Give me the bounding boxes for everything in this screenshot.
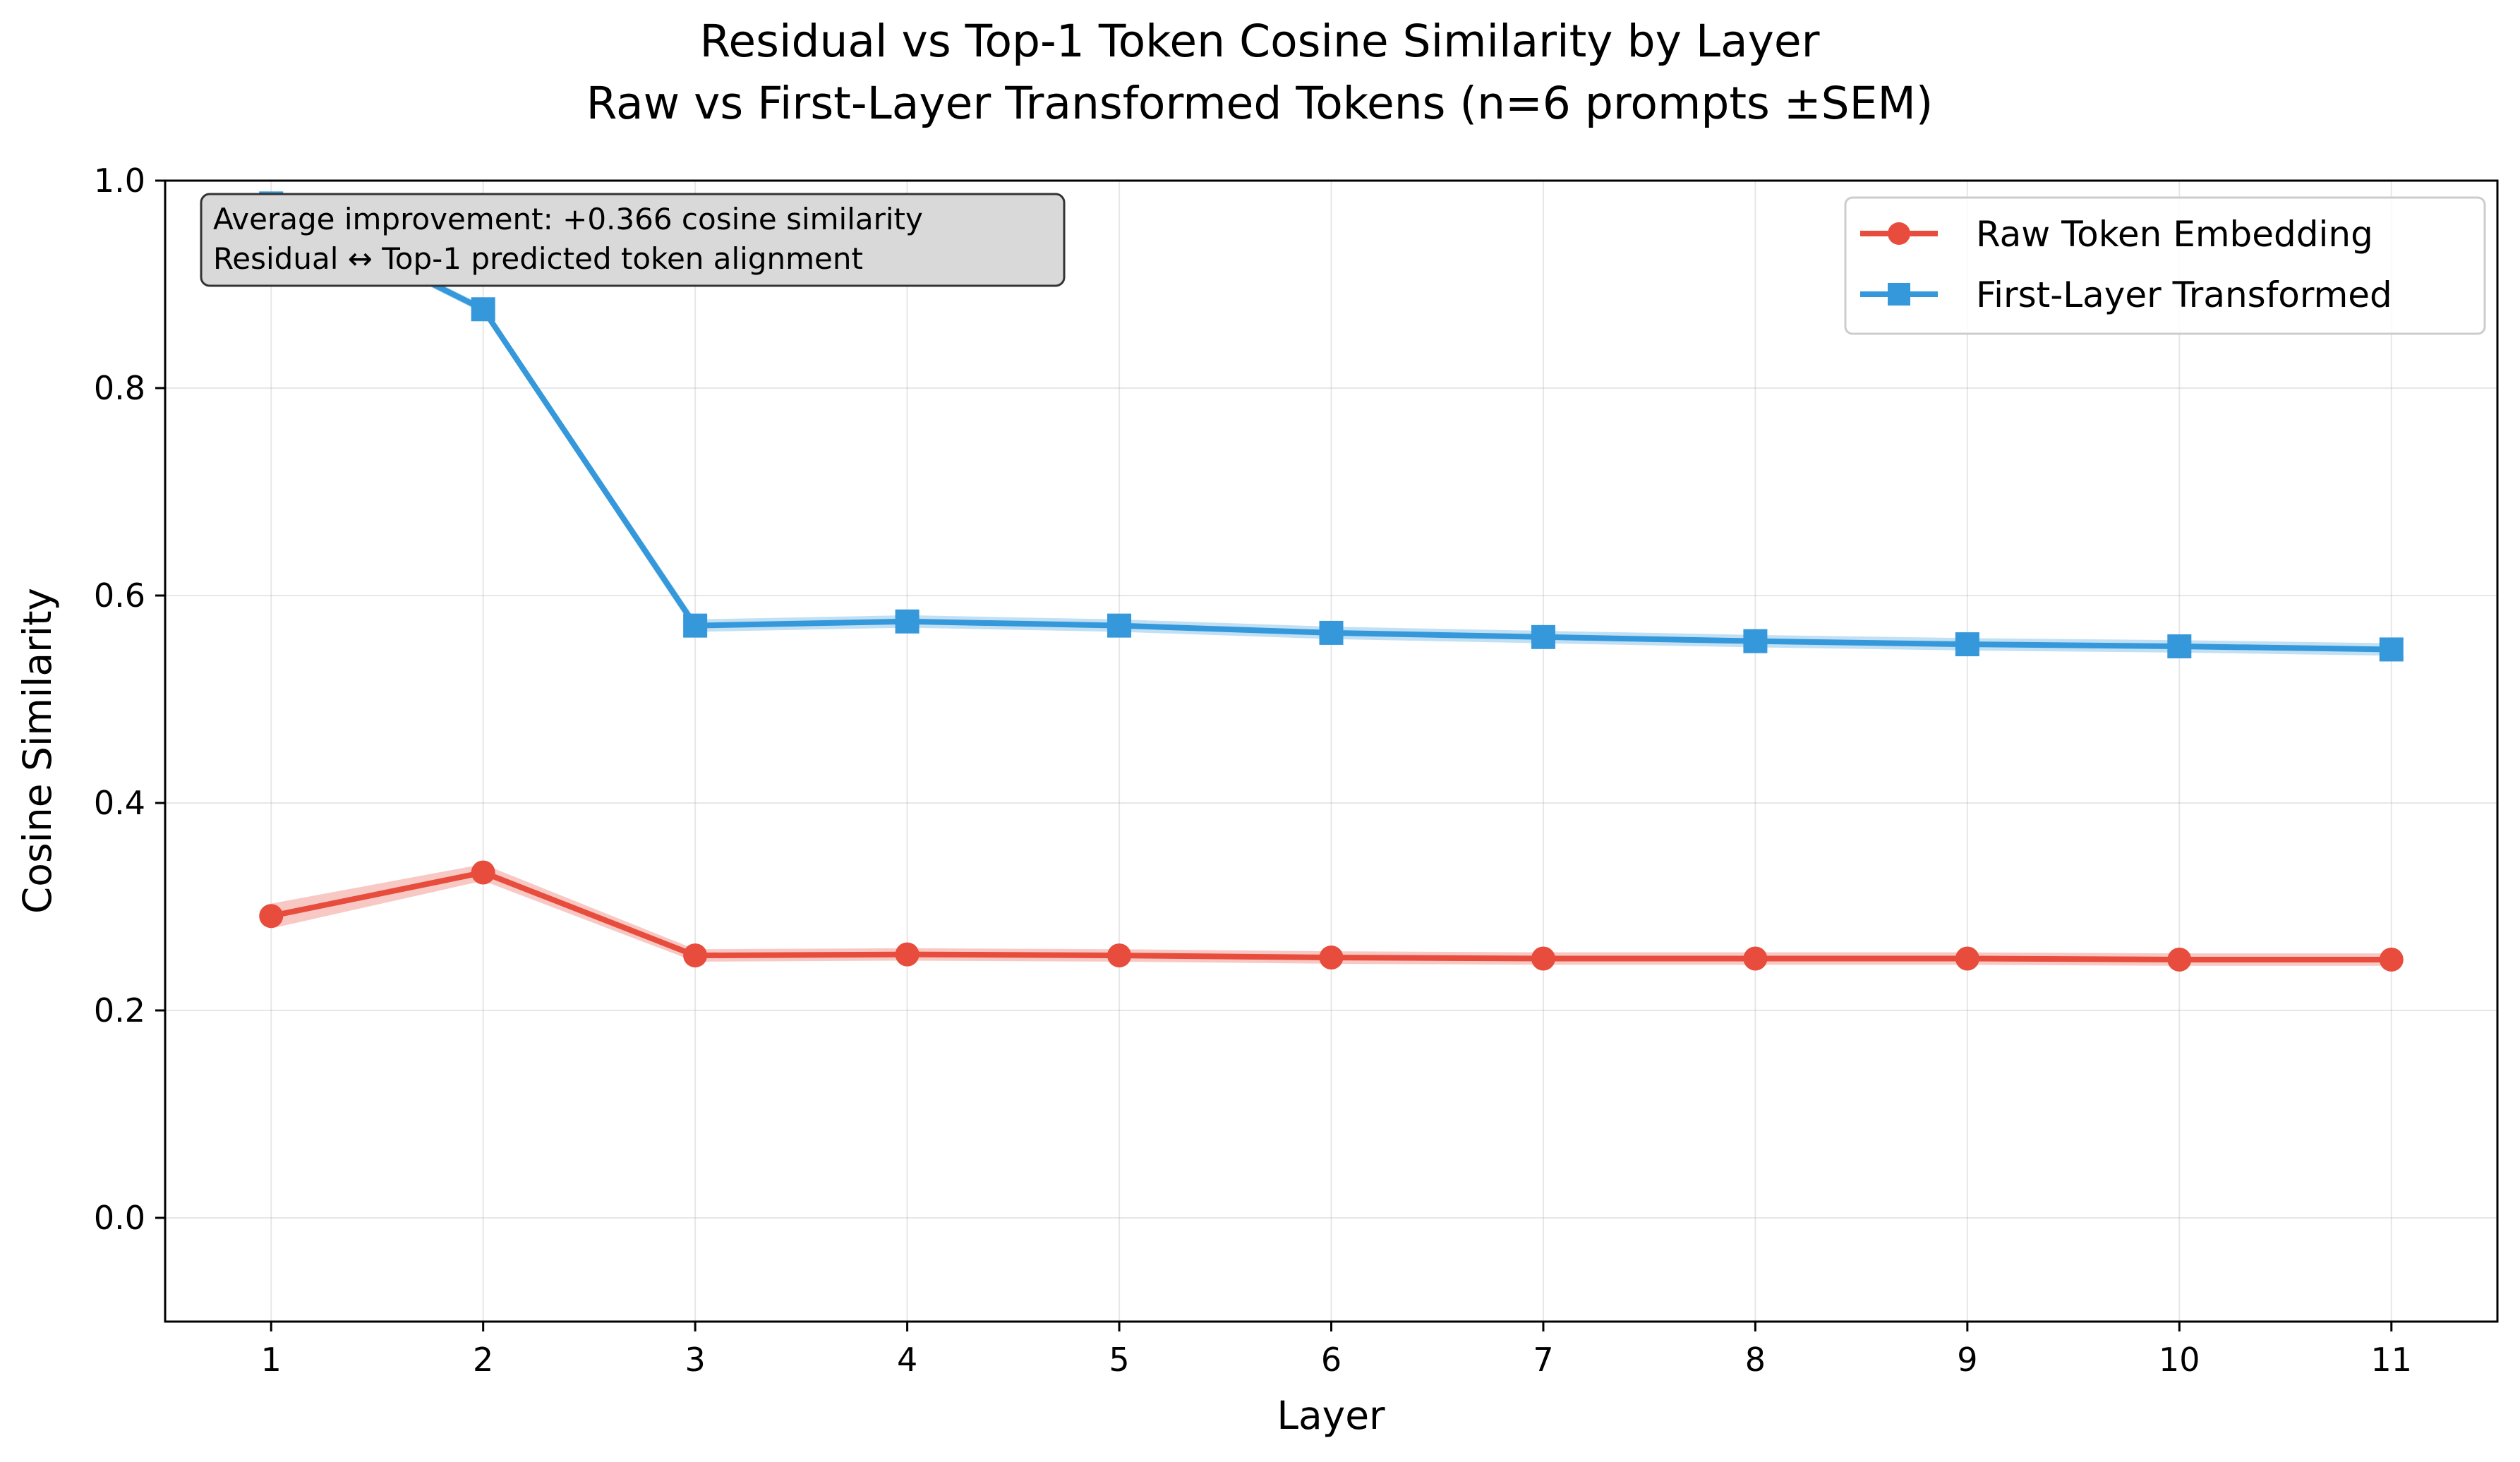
x-axis-label: Layer [1277,1393,1385,1438]
raw-token-embedding-point [895,942,920,967]
grid-lines [165,180,2497,1322]
x-tick-label: 9 [1957,1341,1977,1379]
x-tick-label: 10 [2159,1341,2200,1379]
legend-marker-transformed [1888,283,1910,306]
y-tick-label: 0.0 [94,1199,145,1237]
series-markers [259,191,2404,972]
raw-token-embedding-point [1531,946,1555,971]
x-tick-label: 3 [685,1341,705,1379]
legend-label-raw: Raw Token Embedding [1976,214,2373,255]
first-layer-transformed-point [895,609,920,634]
x-axis-ticks: 1 2 3 4 5 6 7 8 9 10 11 [261,1322,2412,1379]
x-tick-label: 2 [473,1341,493,1379]
raw-token-embedding-point [259,904,284,929]
y-axis-ticks: 0.0 0.2 0.4 0.6 0.8 1.0 [94,162,165,1237]
legend-marker-raw [1888,222,1910,245]
legend-frame [1844,196,2486,335]
first-layer-transformed-point [1955,632,1979,657]
raw-token-embedding-point [2167,947,2192,972]
x-tick-label: 1 [261,1341,282,1379]
raw-token-embedding-point [1743,946,1768,971]
first-layer-transformed-point [1743,629,1768,653]
raw-token-embedding-point [1319,946,1344,970]
x-tick-label: 5 [1109,1341,1129,1379]
first-layer-transformed-point [2379,637,2404,662]
first-layer-transformed-point [2167,634,2192,659]
x-tick-label: 4 [897,1341,917,1379]
annotation-line-2: Residual ↔ Top-1 predicted token alignme… [213,241,863,276]
legend-label-transformed: First-Layer Transformed [1976,274,2392,315]
raw-token-embedding-point [2379,947,2404,972]
y-tick-label: 0.2 [94,991,145,1029]
y-axis-label: Cosine Similarity [15,588,60,914]
raw-token-embedding-point [471,860,495,885]
raw-token-embedding-point [683,943,708,968]
x-tick-label: 8 [1745,1341,1766,1379]
chart-subtitle: Raw vs First-Layer Transformed Tokens (n… [586,78,1934,129]
annotation-background [200,193,1066,287]
annotation-box: Average improvement: +0.366 cosine simil… [200,193,1066,287]
first-layer-transformed-point [471,297,495,322]
raw-token-embedding-point [1107,943,1132,968]
x-tick-label: 7 [1533,1341,1553,1379]
first-layer-transformed-point [1107,613,1132,638]
y-tick-label: 1.0 [94,162,145,200]
first-layer-transformed-point [1319,620,1344,645]
legend: Raw Token Embedding First-Layer Transfor… [1844,196,2486,335]
y-tick-label: 0.8 [94,369,145,407]
first-layer-transformed-point [1531,624,1555,649]
raw-token-embedding-point [1955,946,1979,971]
first-layer-transformed-point [683,613,708,638]
chart-title: Residual vs Top-1 Token Cosine Similarit… [699,16,1819,67]
x-tick-label: 11 [2370,1341,2412,1379]
y-tick-label: 0.4 [94,784,145,822]
y-tick-label: 0.6 [94,576,145,615]
annotation-line-1: Average improvement: +0.366 cosine simil… [213,202,923,236]
x-tick-label: 6 [1321,1341,1342,1379]
